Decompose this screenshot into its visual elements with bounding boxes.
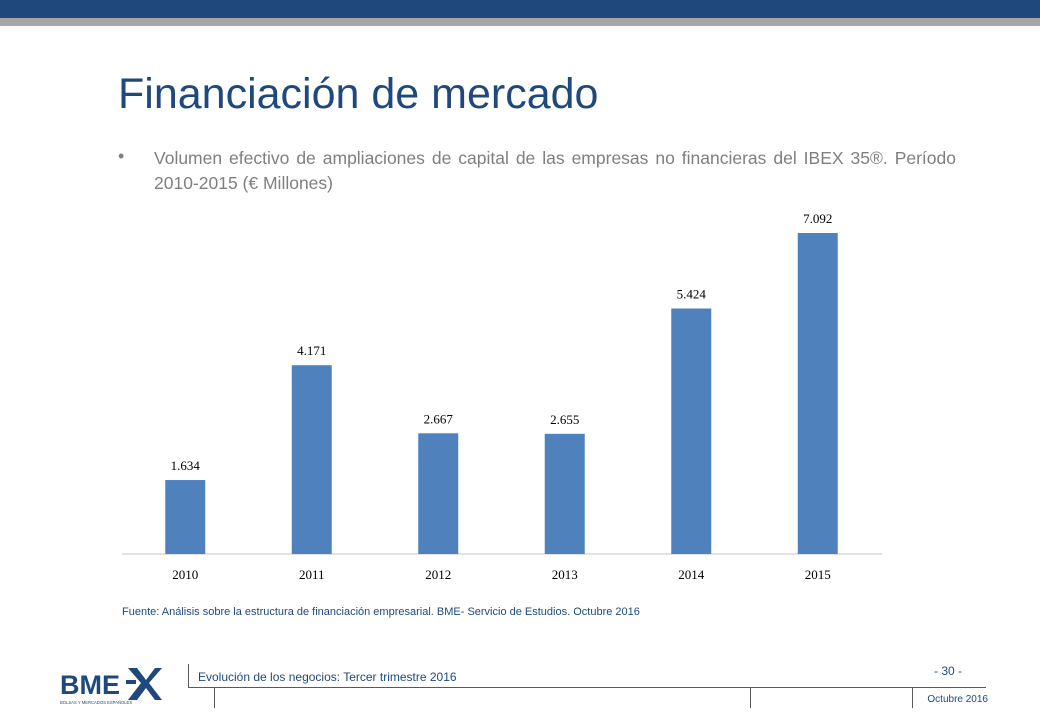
x-tick-label-2010: 2010 bbox=[172, 567, 198, 582]
bullet-icon: • bbox=[118, 146, 125, 166]
top-banner-stripe bbox=[0, 18, 1040, 26]
page-number: - 30 - bbox=[933, 664, 962, 678]
logo-tagline: BOLSAS Y MERCADOS ESPAÑOLES bbox=[60, 700, 132, 705]
slide-title: Financiación de mercado bbox=[118, 70, 599, 118]
x-tick-label-2013: 2013 bbox=[552, 567, 578, 582]
bullet-item: • Volumen efectivo de ampliaciones de ca… bbox=[118, 146, 956, 196]
data-label-2013: 2.655 bbox=[550, 412, 579, 427]
footer-date: Octubre 2016 bbox=[927, 694, 988, 705]
bar-chart: 1.634 2010 4.171 2011 2.667 2012 2.655 2013 5.42… bbox=[122, 211, 882, 582]
bullet-text: Volumen efectivo de ampliaciones de capi… bbox=[154, 148, 956, 193]
x-tick-label-2012: 2012 bbox=[425, 567, 451, 582]
data-label-2014: 5.424 bbox=[677, 286, 707, 301]
footer-caption: Evolución de los negocios: Tercer trimes… bbox=[198, 670, 457, 684]
footer-tick bbox=[912, 688, 913, 708]
bar-2012 bbox=[418, 433, 459, 554]
logo-x-mark bbox=[128, 668, 162, 700]
x-tick-label-2011: 2011 bbox=[299, 567, 325, 582]
bar-2011 bbox=[291, 365, 332, 554]
bar-2010 bbox=[165, 480, 206, 554]
x-tick-label-2015: 2015 bbox=[805, 567, 831, 582]
source-note: Fuente: Análisis sobre la estructura de … bbox=[122, 606, 640, 618]
logo-text: BME bbox=[60, 670, 120, 700]
data-label-2010: 1.634 bbox=[171, 458, 201, 473]
data-label-2015: 7.092 bbox=[803, 211, 832, 226]
footer-tick bbox=[750, 688, 751, 708]
footer-tick bbox=[214, 688, 215, 708]
bar-2014 bbox=[671, 308, 712, 554]
bme-logo: BME BOLSAS Y MERCADOS ESPAÑOLES bbox=[60, 668, 162, 705]
x-tick-label-2014: 2014 bbox=[678, 567, 705, 582]
top-banner bbox=[0, 0, 1040, 18]
bar-2013 bbox=[544, 433, 585, 554]
data-label-2012: 2.667 bbox=[424, 411, 454, 426]
data-label-2011: 4.171 bbox=[297, 343, 326, 358]
footer-divider-vertical bbox=[188, 664, 189, 688]
footer-divider bbox=[188, 687, 986, 688]
bar-2015 bbox=[797, 233, 838, 554]
